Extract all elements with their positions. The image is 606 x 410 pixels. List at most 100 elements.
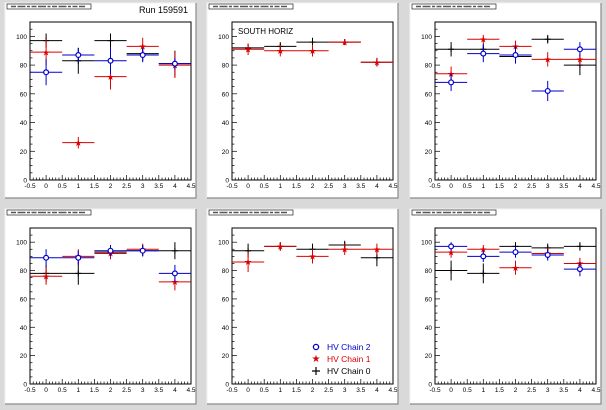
legend-entry-chain0: HV Chain 0 — [312, 366, 371, 376]
x-tick-label: 1 — [76, 387, 80, 394]
y-tick-label: 100 — [16, 34, 27, 41]
data-point-chain0 — [544, 36, 551, 43]
y-tick-label: 40 — [222, 325, 230, 332]
x-tick-label: 1 — [278, 183, 282, 190]
y-tick-label: 80 — [425, 63, 433, 70]
x-tick-label: 0 — [44, 387, 48, 394]
x-tick-label: 2 — [514, 387, 518, 394]
data-point-chain1: ★ — [373, 245, 381, 255]
x-tick-label: 1 — [481, 387, 485, 394]
x-tick-label: 4.5 — [186, 387, 195, 394]
data-point-chain1: ★ — [42, 272, 50, 282]
x-tick-label: 4 — [578, 183, 582, 190]
data-point-chain2 — [480, 253, 487, 260]
x-tick-label: 4.5 — [388, 387, 397, 394]
legend: HV Chain 2 ★ HV Chain 1 HV Chain 0 — [312, 342, 371, 376]
data-point-chain2 — [448, 79, 455, 86]
x-tick-label: 1.5 — [90, 183, 99, 190]
x-tick-label: 4.5 — [591, 387, 600, 394]
x-tick-label: -0.5 — [429, 387, 441, 394]
data-point-chain1: ★ — [74, 139, 82, 149]
pad-background — [5, 209, 196, 404]
data-point-chain1: ★ — [106, 73, 114, 83]
data-point-chain2 — [43, 254, 50, 261]
y-tick-label: 40 — [20, 120, 28, 127]
x-tick-label: 2.5 — [122, 387, 131, 394]
y-tick-label: 100 — [218, 240, 229, 247]
x-tick-label: 1 — [76, 183, 80, 190]
x-tick-label: 2.5 — [122, 183, 131, 190]
pad-1: -0.5 0 0.5 1 1.5 2 2.5 3 3.5 4 4.5020406080100★★★★… — [4, 2, 197, 199]
data-point-chain2 — [448, 243, 455, 250]
x-tick-label: -0.5 — [24, 387, 36, 394]
y-tick-label: 60 — [222, 296, 230, 303]
pad-bevel-light — [4, 2, 196, 198]
y-tick-label: 20 — [20, 149, 28, 156]
y-tick-label: 80 — [222, 268, 230, 275]
y-tick-label: 0 — [428, 178, 432, 185]
data-point-chain2 — [75, 254, 82, 261]
pad-bevel-light — [4, 208, 196, 404]
y-tick-label: 100 — [421, 34, 432, 41]
data-point-chain0 — [107, 37, 114, 44]
legend-entry-chain2: HV Chain 2 — [312, 342, 371, 352]
y-tick-label: 20 — [425, 353, 433, 360]
legend-label-chain0: HV Chain 0 — [327, 366, 371, 376]
pad-bevel-dark — [207, 209, 399, 405]
run-label: Run 159591 — [139, 5, 188, 15]
x-tick-label: 0 — [449, 387, 453, 394]
pad-3: -0.5 0 0.5 1 1.5 2 2.5 3 3.5 4 4.5020406080100★★★★… — [409, 2, 602, 199]
x-tick-label: 1.5 — [495, 387, 504, 394]
x-tick-label: 3.5 — [559, 387, 568, 394]
y-tick-label: 100 — [421, 240, 432, 247]
data-point-chain2 — [512, 52, 519, 59]
data-point-chain0 — [448, 46, 455, 53]
x-tick-label: 0.5 — [260, 387, 269, 394]
legend-marker-chain0 — [312, 367, 320, 375]
pad-background — [5, 3, 196, 198]
y-tick-label: 100 — [16, 240, 27, 247]
x-tick-label: 4 — [375, 387, 379, 394]
pad-bevel-light — [409, 208, 601, 404]
x-tick-label: 4 — [375, 183, 379, 190]
pad-bevel-dark — [207, 3, 399, 199]
x-tick-label: 3 — [546, 183, 550, 190]
x-tick-label: 2.5 — [527, 387, 536, 394]
data-point-chain1: ★ — [576, 56, 584, 66]
data-point-chain1: ★ — [171, 278, 179, 288]
x-tick-label: -0.5 — [226, 387, 238, 394]
pad-bevel-dark — [5, 209, 197, 405]
y-tick-label: 20 — [20, 353, 28, 360]
y-tick-label: 0 — [23, 178, 27, 185]
data-point-chain2 — [544, 251, 551, 258]
x-tick-label: 2 — [109, 183, 113, 190]
y-tick-label: 0 — [428, 382, 432, 389]
pad-bevel-light — [206, 2, 398, 198]
x-tick-label: 0.5 — [260, 183, 269, 190]
data-point-chain1: ★ — [244, 45, 252, 55]
y-tick-label: 40 — [425, 120, 433, 127]
data-point-chain2 — [43, 69, 50, 76]
x-tick-label: 0 — [449, 183, 453, 190]
x-tick-label: -0.5 — [226, 183, 238, 190]
data-point-chain1: ★ — [139, 43, 147, 53]
x-tick-label: 0.5 — [463, 387, 472, 394]
x-tick-label: 3.5 — [154, 183, 163, 190]
data-point-chain1: ★ — [341, 38, 349, 48]
x-tick-label: 4 — [173, 183, 177, 190]
x-tick-label: 3 — [141, 387, 145, 394]
x-tick-label: 3.5 — [154, 387, 163, 394]
x-tick-label: 3.5 — [559, 183, 568, 190]
data-point-chain2 — [139, 247, 146, 254]
x-tick-label: 3 — [343, 183, 347, 190]
data-point-chain0 — [171, 247, 178, 254]
data-point-chain0 — [480, 270, 487, 277]
data-point-chain2 — [480, 50, 487, 57]
data-point-chain0 — [448, 267, 455, 274]
y-tick-label: 60 — [425, 296, 433, 303]
legend-entry-chain1: ★ HV Chain 1 — [312, 354, 371, 365]
y-tick-label: 20 — [222, 353, 230, 360]
